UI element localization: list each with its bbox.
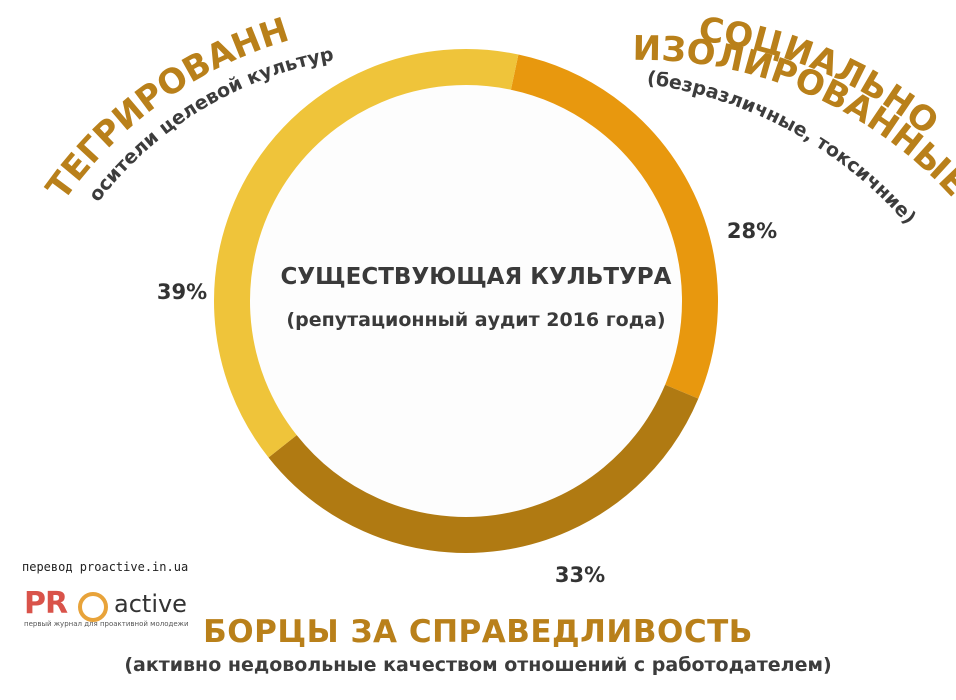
center-subtitle: (репутационный аудит 2016 года) [286,309,665,331]
slice-subtitle-fighters: (активно недовольные качеством отношений… [124,654,832,676]
donut-slices [214,49,718,553]
logo-ring-icon [78,592,108,622]
logo-tagline: первый журнал для проактивной молодежи [24,620,189,628]
slice-label-social: 28% [727,219,777,243]
slice-title-fighters: БОРЦЫ ЗА СПРАВЕДЛИВОСТЬ [203,614,753,650]
translation-credit: перевод proactive.in.ua [22,560,189,574]
logo-active-text: active [114,590,187,618]
slice-label-fighters: 33% [555,563,605,587]
slice-integrated [214,49,519,458]
slice-fighters [268,384,699,553]
slice-label-integrated: 39% [157,280,207,304]
slice-social [510,54,718,399]
proactive-logo: PR active первый журнал для проактивной … [24,586,214,630]
center-title: СУЩЕСТВУЮЩАЯ КУЛЬТУРА [281,264,672,290]
donut-inner-fill [214,49,718,553]
logo-pr-text: PR [24,586,68,621]
